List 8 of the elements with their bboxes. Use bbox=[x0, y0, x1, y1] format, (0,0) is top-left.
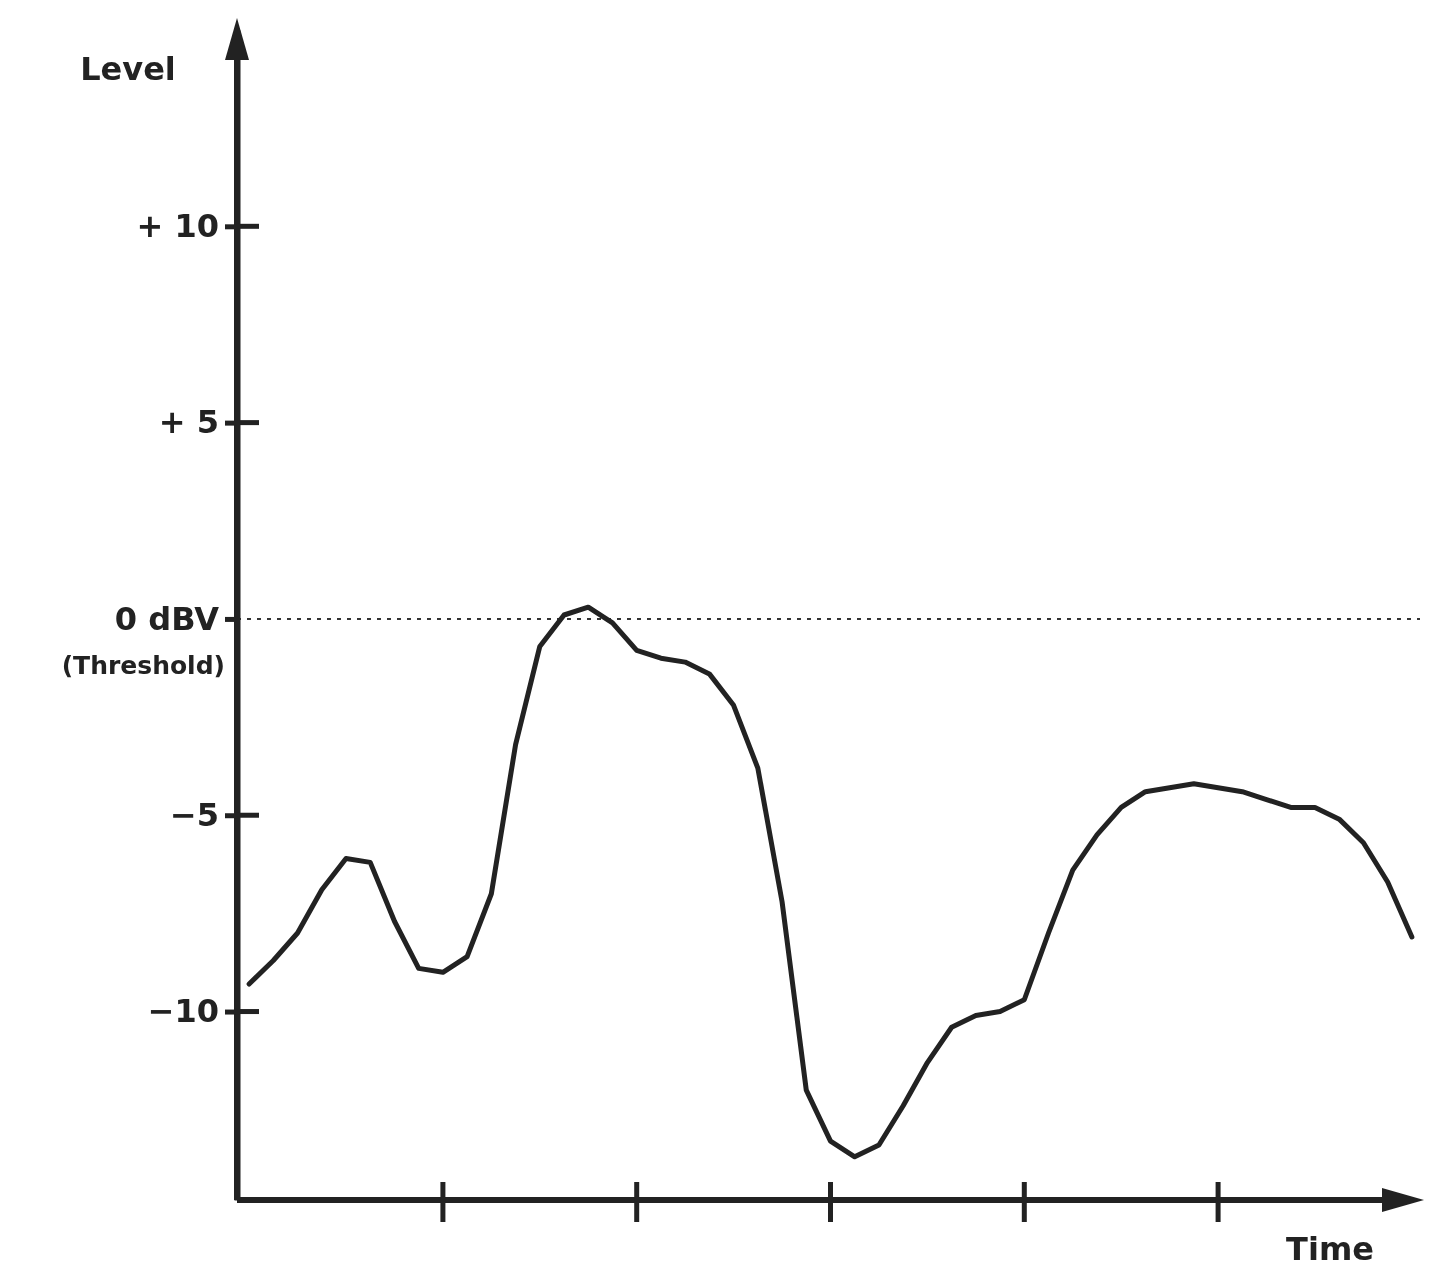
ref-line-label: (Threshold) bbox=[61, 650, 225, 680]
y-tick-label: −10 bbox=[147, 992, 219, 1031]
y-tick-label: + 10 bbox=[136, 207, 219, 246]
y-tick-label: −5 bbox=[169, 795, 219, 834]
x-axis-title: Time bbox=[1286, 1230, 1374, 1268]
y-tick-label: 0 dBV bbox=[114, 599, 220, 638]
y-axis-title: Level bbox=[80, 50, 176, 88]
y-tick-label: + 5 bbox=[158, 403, 219, 442]
